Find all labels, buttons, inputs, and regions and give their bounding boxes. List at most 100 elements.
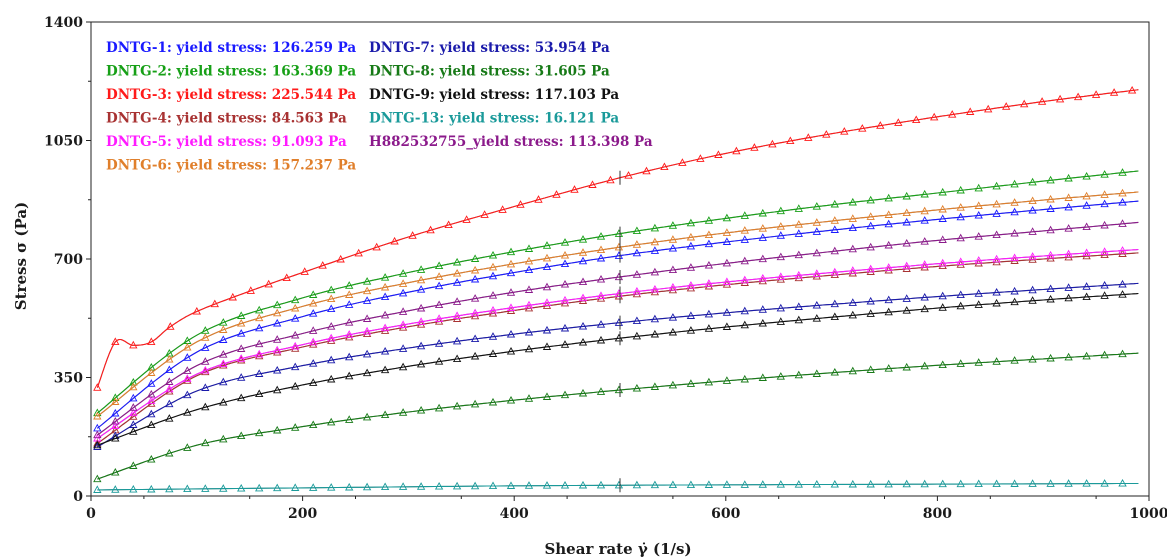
data-point bbox=[704, 279, 714, 287]
data-point bbox=[776, 206, 785, 215]
data-point bbox=[380, 482, 390, 491]
data-point bbox=[992, 181, 1001, 190]
data-point bbox=[380, 365, 390, 374]
data-point bbox=[848, 479, 857, 488]
data-point bbox=[660, 162, 669, 171]
data-point bbox=[668, 243, 678, 252]
data-point bbox=[920, 479, 929, 488]
data-point bbox=[488, 397, 498, 406]
data-point bbox=[255, 389, 264, 398]
data-point bbox=[722, 322, 732, 330]
data-point bbox=[884, 364, 893, 372]
data-point bbox=[614, 318, 624, 326]
data-point bbox=[542, 282, 552, 291]
data-point bbox=[794, 370, 803, 379]
data-point bbox=[632, 331, 642, 340]
data-point bbox=[1064, 352, 1073, 361]
data-point bbox=[255, 428, 264, 437]
data-point bbox=[740, 226, 749, 234]
data-point bbox=[1055, 94, 1065, 103]
data-point bbox=[273, 300, 282, 309]
data-point bbox=[686, 281, 696, 289]
data-point bbox=[714, 150, 723, 158]
data-point bbox=[812, 248, 821, 257]
data-point bbox=[488, 291, 498, 299]
series-2 bbox=[93, 85, 1139, 391]
data-point bbox=[902, 306, 911, 314]
data-point bbox=[686, 263, 696, 271]
x-tick-label: 800 bbox=[923, 506, 952, 522]
data-point bbox=[848, 197, 857, 206]
data-point bbox=[606, 175, 615, 184]
data-point bbox=[812, 369, 821, 377]
x-axis-title: Shear rate γ̇ (1/s) bbox=[544, 540, 691, 558]
data-point bbox=[111, 485, 120, 493]
data-point bbox=[992, 287, 1001, 296]
plot-area bbox=[93, 85, 1139, 493]
data-point bbox=[578, 293, 588, 302]
series-line bbox=[96, 89, 1139, 388]
data-point bbox=[966, 107, 975, 115]
data-point bbox=[462, 215, 471, 223]
data-point bbox=[255, 323, 264, 332]
data-point bbox=[794, 204, 803, 212]
data-point bbox=[560, 279, 570, 288]
y-tick-label: 1050 bbox=[44, 134, 83, 150]
data-point bbox=[560, 480, 570, 489]
data-point bbox=[434, 281, 444, 290]
data-point bbox=[470, 351, 480, 360]
data-point bbox=[722, 258, 732, 267]
data-point bbox=[524, 256, 534, 265]
series-8 bbox=[93, 290, 1139, 449]
data-point bbox=[974, 210, 983, 219]
data-point bbox=[812, 269, 821, 277]
data-point bbox=[147, 337, 156, 346]
data-point bbox=[237, 329, 246, 337]
data-point bbox=[408, 231, 417, 239]
data-point bbox=[210, 299, 219, 308]
data-point bbox=[704, 230, 714, 239]
data-point bbox=[758, 208, 767, 217]
data-point bbox=[830, 312, 839, 321]
data-point bbox=[165, 384, 174, 393]
data-point bbox=[219, 359, 228, 368]
data-point bbox=[956, 301, 965, 310]
data-point bbox=[434, 339, 444, 347]
data-point bbox=[434, 261, 444, 270]
data-point bbox=[219, 377, 228, 386]
data-point bbox=[624, 171, 633, 179]
data-point bbox=[614, 289, 624, 297]
data-point bbox=[1109, 88, 1119, 96]
data-point bbox=[1028, 252, 1037, 260]
data-point bbox=[1046, 250, 1055, 259]
data-point bbox=[362, 329, 372, 338]
data-point bbox=[1082, 201, 1091, 209]
data-point bbox=[758, 318, 767, 327]
data-point bbox=[1100, 199, 1109, 208]
data-point bbox=[830, 479, 839, 488]
data-point bbox=[291, 362, 300, 371]
data-point bbox=[560, 250, 570, 259]
data-point bbox=[884, 193, 893, 202]
data-point bbox=[1028, 296, 1037, 304]
series-10 bbox=[93, 219, 1139, 439]
data-point bbox=[300, 267, 309, 275]
x-tick-label: 1000 bbox=[1130, 506, 1167, 522]
data-point bbox=[183, 443, 192, 451]
data-point bbox=[398, 408, 408, 416]
data-point bbox=[1046, 294, 1055, 303]
x-tick-label: 600 bbox=[711, 506, 740, 522]
data-point bbox=[894, 118, 903, 126]
y-tick-label: 0 bbox=[73, 489, 83, 505]
data-point bbox=[273, 385, 282, 394]
data-point bbox=[902, 191, 911, 200]
data-point bbox=[1082, 292, 1091, 301]
data-point bbox=[686, 326, 696, 334]
data-point bbox=[902, 238, 911, 247]
data-point bbox=[488, 349, 498, 357]
data-point bbox=[246, 286, 255, 294]
data-point bbox=[866, 309, 875, 317]
data-point bbox=[524, 300, 534, 309]
data-point bbox=[129, 377, 138, 386]
data-point bbox=[1100, 220, 1109, 229]
